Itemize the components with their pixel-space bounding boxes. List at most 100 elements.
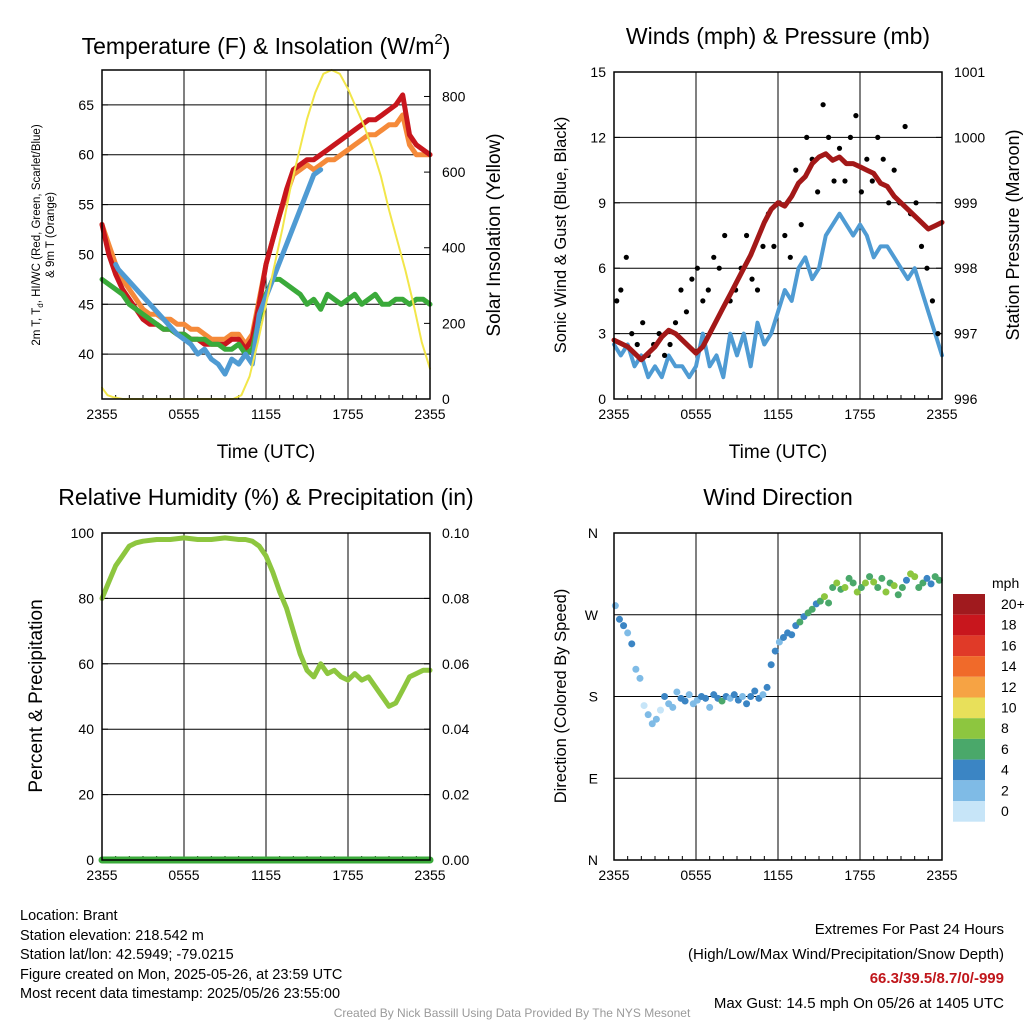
direction-point bbox=[685, 691, 693, 699]
y2-tick-label: 1001 bbox=[954, 64, 985, 80]
legend-label: 0 bbox=[1001, 803, 1009, 819]
direction-point bbox=[652, 715, 660, 723]
x-tick-label: 0555 bbox=[680, 406, 711, 422]
y2-tick-label: 0.02 bbox=[442, 787, 469, 803]
direction-point bbox=[628, 640, 636, 648]
gust-point bbox=[782, 232, 788, 239]
created-text: Figure created on Mon, 2025-05-26, at 23… bbox=[20, 966, 343, 983]
plot-border bbox=[101, 69, 431, 400]
legend-swatch bbox=[953, 718, 985, 739]
gust-point bbox=[929, 298, 936, 304]
y-tick-label: 100 bbox=[71, 525, 95, 541]
gust-point bbox=[700, 298, 706, 304]
direction-point bbox=[898, 584, 906, 591]
direction-point bbox=[919, 579, 927, 587]
legend-swatch bbox=[953, 614, 985, 636]
direction-point bbox=[751, 687, 759, 695]
rh-series-line bbox=[99, 535, 433, 709]
x-tick-label: 0555 bbox=[168, 867, 199, 883]
legend-swatch bbox=[953, 594, 985, 615]
legend-label: 2 bbox=[1001, 782, 1009, 798]
gust-point bbox=[798, 222, 804, 228]
direction-point bbox=[894, 591, 902, 599]
direction-point bbox=[611, 602, 619, 610]
y-tick-label: 0 bbox=[86, 852, 94, 868]
gust-point bbox=[935, 331, 941, 337]
gust-point bbox=[853, 113, 859, 119]
gust-point bbox=[711, 254, 717, 260]
y2-tick-label: 200 bbox=[442, 315, 466, 331]
direction-point bbox=[878, 574, 886, 582]
humidity-ylabel: Percent & Precipitation bbox=[26, 599, 47, 792]
direction-point bbox=[636, 674, 644, 682]
credit-text: Created By Nick Bassill Using Data Provi… bbox=[333, 1006, 691, 1020]
direction-point bbox=[796, 618, 804, 626]
x-tick-label: 1755 bbox=[332, 867, 363, 883]
x-tick-label: 1755 bbox=[844, 406, 875, 422]
humidity-panel: Relative Humidity (%) & Precipitation (i… bbox=[26, 484, 474, 883]
x-tick-label: 2355 bbox=[414, 406, 445, 422]
direction-point bbox=[775, 638, 783, 646]
legend-label: 18 bbox=[1001, 617, 1017, 633]
gust-point bbox=[771, 243, 777, 249]
direction-point bbox=[870, 578, 878, 586]
direction-point bbox=[927, 580, 935, 588]
legend-swatch bbox=[953, 759, 985, 781]
direction-point bbox=[779, 633, 787, 641]
legend-swatch bbox=[953, 635, 985, 657]
direction-panel: Wind Direction 2355 0555 1155 1755 2355NESWN… bbox=[552, 484, 1024, 883]
direction-point bbox=[624, 629, 632, 637]
y2-tick-label: 0.10 bbox=[442, 525, 469, 541]
winds-xlabel: Time (UTC) bbox=[729, 442, 828, 463]
direction-point bbox=[845, 574, 853, 582]
gust-point bbox=[804, 134, 810, 140]
pressure-series-line bbox=[611, 151, 945, 363]
y2-tick-label: 999 bbox=[954, 195, 978, 211]
direction-tick-label: W bbox=[585, 607, 599, 623]
direction-point bbox=[935, 576, 943, 584]
temperature-ylabel-line2: & 9m T (Orange) bbox=[45, 192, 57, 278]
gust-point bbox=[891, 167, 897, 173]
y2-tick-label: 0 bbox=[442, 391, 450, 407]
gust-point bbox=[760, 243, 766, 249]
gust-point bbox=[689, 276, 695, 282]
direction-point bbox=[857, 584, 865, 591]
direction-point bbox=[702, 694, 710, 702]
direction-point bbox=[816, 597, 824, 605]
direction-point bbox=[911, 573, 919, 581]
direction-point bbox=[890, 582, 898, 590]
direction-title: Wind Direction bbox=[703, 484, 853, 510]
x-tick-label: 1155 bbox=[251, 406, 281, 422]
direction-point bbox=[882, 588, 890, 596]
windchill-series-line bbox=[113, 167, 324, 377]
y2-tick-label: 400 bbox=[442, 240, 466, 256]
direction-point bbox=[771, 647, 779, 655]
direction-point bbox=[644, 711, 652, 719]
winds-ylabel: Sonic Wind & Gust (Blue, Black) bbox=[552, 117, 570, 354]
direction-point bbox=[747, 693, 755, 700]
direction-tick-label: S bbox=[589, 689, 598, 705]
direction-point bbox=[632, 665, 640, 673]
x-tick-label: 2355 bbox=[926, 867, 957, 883]
legend-label: 14 bbox=[1001, 658, 1017, 674]
direction-tick-label: N bbox=[588, 525, 598, 541]
gust-point bbox=[864, 156, 870, 162]
direction-point bbox=[853, 588, 861, 596]
extremes-box: Extremes For Past 24 Hours (High/Low/Max… bbox=[688, 918, 1004, 1016]
y-tick-label: 60 bbox=[78, 147, 94, 163]
y-tick-label: 50 bbox=[78, 246, 94, 262]
legend-swatch bbox=[953, 676, 985, 698]
direction-ylabel: Direction (Colored By Speed) bbox=[552, 589, 570, 804]
direction-point bbox=[902, 576, 910, 584]
gust-point bbox=[902, 123, 908, 130]
legend-label: 12 bbox=[1001, 679, 1017, 695]
y-tick-label: 60 bbox=[78, 656, 94, 672]
gust-point bbox=[749, 276, 755, 282]
legend-swatch bbox=[953, 780, 985, 801]
plot-border bbox=[613, 532, 943, 861]
gust-point bbox=[820, 102, 826, 108]
direction-point bbox=[718, 697, 726, 705]
gust-point bbox=[743, 232, 750, 239]
y-tick-label: 3 bbox=[598, 326, 606, 342]
x-tick-label: 2355 bbox=[598, 867, 629, 883]
